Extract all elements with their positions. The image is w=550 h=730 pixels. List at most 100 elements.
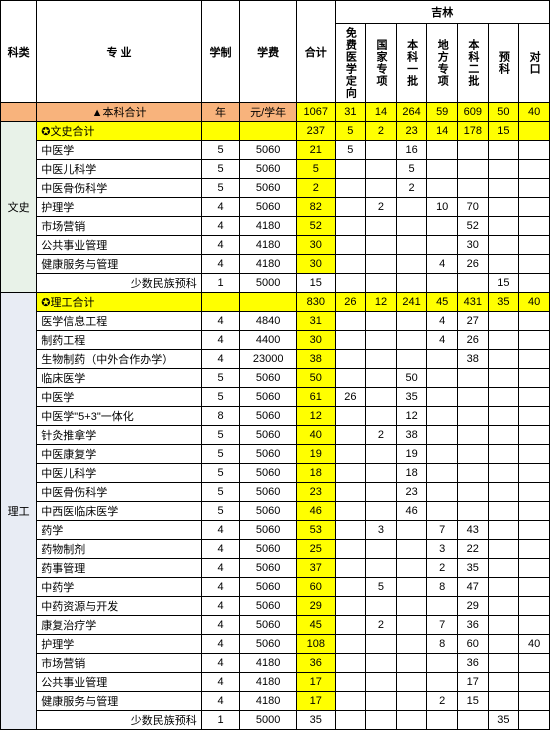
n-cell-2: 38 <box>396 426 427 445</box>
n-cell-1 <box>366 312 397 331</box>
n-cell-2: 19 <box>396 445 427 464</box>
hdr-total: 合计 <box>297 1 336 103</box>
n-cell-5 <box>488 483 519 502</box>
total-cell: 30 <box>297 236 336 255</box>
major-cell: 中药资源与开发 <box>37 597 201 616</box>
fee-cell: 5060 <box>240 198 297 217</box>
n-cell-5 <box>488 217 519 236</box>
n-cell-3: 4 <box>427 312 458 331</box>
n-cell-0 <box>335 312 366 331</box>
n-cell-4: 70 <box>458 198 489 217</box>
major-cell: 健康服务与管理 <box>37 255 201 274</box>
n-cell-4: 36 <box>458 616 489 635</box>
n-cell-3: 4 <box>427 255 458 274</box>
hdr-sub-5: 预科 <box>488 24 519 103</box>
total-cell: 18 <box>297 464 336 483</box>
total-cell: 5 <box>297 160 336 179</box>
total-cell: 108 <box>297 635 336 654</box>
n-cell-5: 35 <box>488 711 519 730</box>
years-cell <box>201 293 240 312</box>
n-cell-0 <box>335 331 366 350</box>
n-cell-4 <box>458 426 489 445</box>
hdr-fee: 学费 <box>240 1 297 103</box>
n-cell-6 <box>519 464 550 483</box>
n-cell-5 <box>488 331 519 350</box>
n-cell-5 <box>488 635 519 654</box>
table-row: 中医学5506021516 <box>1 141 550 160</box>
table-row: 少数民族预科150003535 <box>1 711 550 730</box>
n-cell-2 <box>396 255 427 274</box>
table-row: 制药工程4440030426 <box>1 331 550 350</box>
admissions-table: 科类 专 业 学制 学费 合计 吉林 免费医学定向国家专项本科一批地方专项本科二… <box>0 0 550 730</box>
n-cell-3 <box>427 160 458 179</box>
n-cell-6 <box>519 141 550 160</box>
n-cell-2: 23 <box>396 483 427 502</box>
total-cell: 23 <box>297 483 336 502</box>
years-cell: 5 <box>201 179 240 198</box>
total-cell: 50 <box>297 369 336 388</box>
n-cell-6 <box>519 597 550 616</box>
n-cell-0 <box>335 502 366 521</box>
years-cell: 5 <box>201 388 240 407</box>
major-cell: 中医康复学 <box>37 445 201 464</box>
n-cell-5 <box>488 578 519 597</box>
n-cell-3 <box>427 274 458 293</box>
total-cell: 30 <box>297 255 336 274</box>
n-cell-3 <box>427 141 458 160</box>
n-cell-3 <box>427 369 458 388</box>
table-row: 护理学4506010886040 <box>1 635 550 654</box>
n-cell-4: 178 <box>458 122 489 141</box>
table-row: 中医学55060612635 <box>1 388 550 407</box>
n-cell-2 <box>396 692 427 711</box>
table-row: 理工✪理工合计8302612241454313540 <box>1 293 550 312</box>
major-cell: 公共事业管理 <box>37 673 201 692</box>
n-cell-4 <box>458 274 489 293</box>
n-cell-6 <box>519 369 550 388</box>
n-cell-2: 23 <box>396 122 427 141</box>
n-cell-4 <box>458 179 489 198</box>
fee-cell: 5060 <box>240 464 297 483</box>
total-cell: 36 <box>297 654 336 673</box>
years-cell: 4 <box>201 255 240 274</box>
n-cell-1 <box>366 540 397 559</box>
major-cell: 少数民族预科 <box>37 274 201 293</box>
n-cell-5: 35 <box>488 293 519 312</box>
years-cell: 4 <box>201 312 240 331</box>
n-cell-6 <box>519 388 550 407</box>
major-cell: 药事管理 <box>37 559 201 578</box>
n-cell-3: 14 <box>427 122 458 141</box>
years-cell: 5 <box>201 502 240 521</box>
n-cell-3 <box>427 673 458 692</box>
total-cell: 82 <box>297 198 336 217</box>
n-cell-5: 15 <box>488 122 519 141</box>
n-cell-3: 2 <box>427 559 458 578</box>
n-cell-0 <box>335 198 366 217</box>
n-cell-1 <box>366 369 397 388</box>
n-cell-3 <box>427 445 458 464</box>
fee-cell: 5060 <box>240 369 297 388</box>
n-cell-4: 30 <box>458 236 489 255</box>
n-cell-2 <box>396 274 427 293</box>
n-cell-6 <box>519 236 550 255</box>
major-cell: 公共事业管理 <box>37 236 201 255</box>
n-cell-4: 22 <box>458 540 489 559</box>
years-cell: 4 <box>201 331 240 350</box>
n-cell-5 <box>488 350 519 369</box>
n-cell-2: 18 <box>396 464 427 483</box>
n-cell-0 <box>335 407 366 426</box>
n-cell-6 <box>519 274 550 293</box>
hdr-category: 科类 <box>1 1 37 103</box>
table-row: 中医骨伤科学550602323 <box>1 483 550 502</box>
n-cell-5 <box>488 426 519 445</box>
n-cell-3 <box>427 426 458 445</box>
n-cell-2: 12 <box>396 407 427 426</box>
total-cell: 52 <box>297 217 336 236</box>
years-cell: 5 <box>201 160 240 179</box>
n-cell-6 <box>519 312 550 331</box>
fee-cell: 4180 <box>240 236 297 255</box>
total-cell: 35 <box>297 711 336 730</box>
n-cell-1: 12 <box>366 293 397 312</box>
fee-cell: 5060 <box>240 578 297 597</box>
n-cell-4: 431 <box>458 293 489 312</box>
n-cell-4: 26 <box>458 331 489 350</box>
